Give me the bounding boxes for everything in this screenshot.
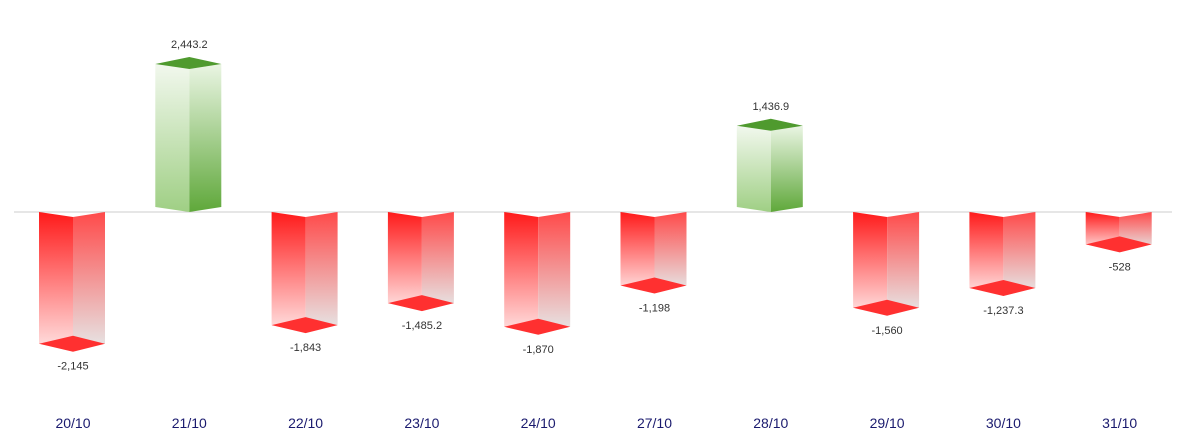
value-label: -1,843 — [290, 342, 321, 354]
bar-side-face — [305, 212, 338, 331]
category-label: 24/10 — [521, 415, 556, 431]
bar-side-face — [189, 64, 222, 212]
bar-front-face — [39, 212, 73, 349]
bar-30-10 — [969, 212, 1036, 296]
value-label: 2,443.2 — [171, 39, 208, 51]
bar-side-face — [654, 212, 687, 291]
bar-27-10 — [620, 212, 687, 294]
bar-31-10 — [1085, 212, 1152, 253]
bar-bottom-cap — [271, 317, 338, 334]
value-labels-group: -2,145 2,443.2 -1,843 -1,485.2 -1,870 -1,198 1… — [57, 39, 1130, 373]
value-label: -1,560 — [871, 325, 902, 337]
value-label: -1,485.2 — [402, 320, 442, 332]
bar-front-face — [271, 212, 306, 331]
bar-front-face — [387, 212, 422, 309]
value-label: -1,870 — [523, 344, 554, 356]
category-label: 31/10 — [1102, 415, 1137, 431]
bar-front-face — [736, 125, 771, 212]
bar-side-face — [421, 212, 454, 309]
bar-22-10 — [271, 212, 338, 334]
category-label: 20/10 — [55, 415, 90, 431]
category-label: 28/10 — [753, 415, 788, 431]
bar-side-face — [770, 125, 803, 212]
category-label: 21/10 — [172, 415, 207, 431]
category-label: 23/10 — [404, 415, 439, 431]
bar-29-10 — [853, 212, 920, 316]
bar-21-10 — [155, 57, 222, 212]
bar-front-face — [853, 212, 888, 313]
bar-front-face — [155, 64, 190, 212]
bar-bottom-cap — [969, 279, 1036, 296]
bar-20-10 — [39, 212, 105, 352]
bar-side-face — [538, 212, 571, 332]
bar-28-10 — [736, 118, 803, 212]
bar-front-face — [504, 212, 539, 332]
bar-bottom-cap — [387, 295, 454, 312]
bar-front-face — [620, 212, 655, 291]
bar-bottom-cap — [1085, 236, 1152, 253]
bar-top-cap — [736, 118, 803, 131]
bar-side-face — [73, 212, 105, 349]
category-labels-group: 20/10 21/10 22/10 23/10 24/10 27/10 28/10 29/10… — [55, 415, 1137, 431]
bar-top-cap — [155, 57, 222, 69]
category-label: 30/10 — [986, 415, 1021, 431]
bar-front-face — [969, 212, 1004, 293]
bar-23-10 — [387, 212, 454, 312]
category-label: 27/10 — [637, 415, 672, 431]
bar-side-face — [1003, 212, 1036, 293]
value-label: 1,436.9 — [752, 101, 789, 113]
value-label: -2,145 — [57, 361, 88, 373]
category-label: 22/10 — [288, 415, 323, 431]
bars-group — [39, 57, 1152, 352]
bar-24-10 — [504, 212, 571, 335]
bar-bottom-cap — [853, 299, 920, 316]
bar-bottom-cap — [504, 318, 571, 335]
bar-bottom-cap — [620, 277, 687, 294]
value-label: -528 — [1109, 261, 1131, 273]
bar-side-face — [887, 212, 920, 313]
value-label: -1,198 — [639, 303, 670, 315]
value-label: -1,237.3 — [983, 305, 1023, 317]
category-label: 29/10 — [870, 415, 905, 431]
bar-bottom-cap — [39, 335, 105, 352]
